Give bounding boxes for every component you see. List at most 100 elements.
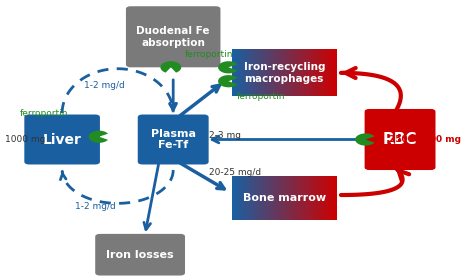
Bar [232,175,234,220]
Bar [303,175,305,220]
Bar [266,49,267,97]
Bar [293,49,294,97]
Bar [272,175,273,220]
Text: Plasma
Fe-Tf: Plasma Fe-Tf [151,129,196,150]
Bar [255,175,257,220]
Text: 20-25 mg/d: 20-25 mg/d [209,168,261,177]
Bar [317,175,319,220]
Bar [251,49,253,97]
Bar [267,175,268,220]
Bar [289,175,290,220]
Bar [234,49,236,97]
Bar [328,175,330,220]
Bar [275,49,276,97]
Bar [271,49,273,97]
Bar [315,175,316,220]
Bar [283,175,285,220]
Bar [255,49,257,97]
Bar [250,49,251,97]
Bar [320,175,321,220]
Wedge shape [218,75,237,87]
Bar [313,49,314,97]
Text: RBC: RBC [383,132,417,147]
Text: Iron-recycling
macrophages: Iron-recycling macrophages [244,62,325,84]
Bar [316,175,317,220]
Bar [268,49,269,97]
Bar [320,49,321,97]
Bar [306,175,307,220]
Bar [310,49,311,97]
Bar [245,175,246,220]
Bar [291,49,292,97]
Bar [294,175,295,220]
Bar [244,49,245,97]
Bar [280,175,281,220]
Bar [299,175,301,220]
Bar [323,49,325,97]
Bar [327,49,328,97]
Bar [259,175,261,220]
Bar [260,175,261,220]
Text: 1-2 mg/d: 1-2 mg/d [75,202,116,211]
Bar [318,49,319,97]
Bar [233,49,235,97]
Bar [297,175,299,220]
Bar [314,175,315,220]
Bar [295,49,297,97]
Bar [263,49,264,97]
Bar [259,49,261,97]
Bar [237,175,238,220]
Bar [237,49,238,97]
Bar [251,175,253,220]
Bar [246,175,247,220]
Bar [290,175,291,220]
Text: Iron losses: Iron losses [106,250,174,260]
Bar [282,49,283,97]
Bar [281,175,282,220]
Bar [262,49,263,97]
Bar [290,49,291,97]
Bar [236,175,237,220]
Bar [264,175,265,220]
Bar [246,49,247,97]
Bar [283,49,285,97]
Bar [239,49,240,97]
Text: Bone marrow: Bone marrow [243,193,326,203]
Text: 1-2 mg/d: 1-2 mg/d [84,81,125,90]
Bar [277,175,279,220]
Bar [244,175,245,220]
Bar [270,175,272,220]
Bar [235,175,236,220]
Bar [238,49,240,97]
Bar [284,49,286,97]
Bar [316,175,318,220]
Bar [250,175,251,220]
Bar [309,49,310,97]
Bar [299,49,301,97]
Bar [258,49,260,97]
Bar [237,49,239,97]
Bar [243,175,244,220]
Bar [255,175,256,220]
Bar [274,49,275,97]
Bar [335,49,336,97]
Bar [292,49,293,97]
Bar [326,49,327,97]
Bar [257,175,259,220]
Bar [326,175,327,220]
Bar [289,49,290,97]
Bar [250,49,252,97]
Bar [238,175,240,220]
Bar [328,49,329,97]
Bar [278,175,280,220]
Bar [283,175,284,220]
Bar [285,49,286,97]
Bar [331,49,332,97]
Bar [283,49,284,97]
Bar [320,49,322,97]
Bar [264,49,265,97]
Bar [255,49,256,97]
Bar [300,175,301,220]
Bar [264,49,265,97]
Bar [254,49,255,97]
